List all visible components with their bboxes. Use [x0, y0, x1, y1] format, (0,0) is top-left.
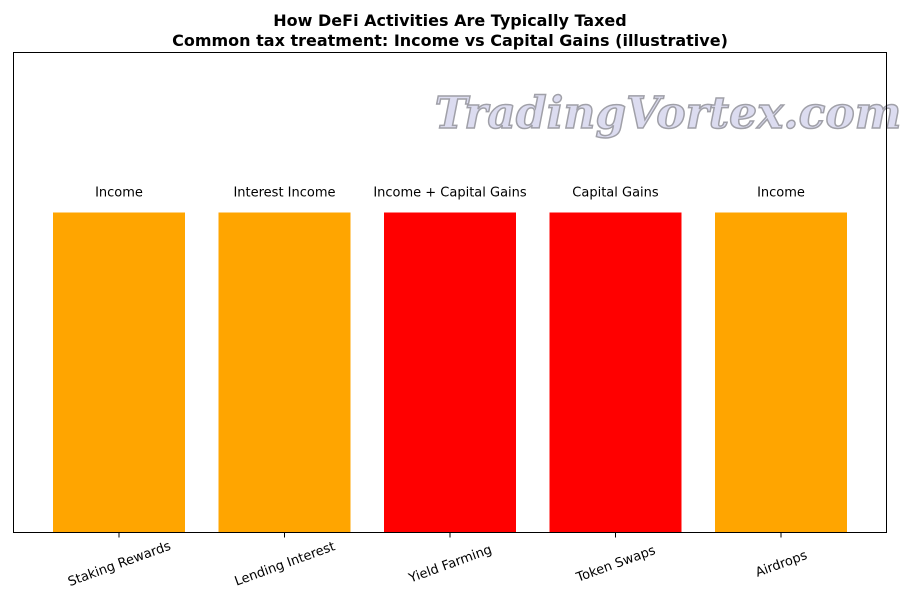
data-label: Capital Gains [572, 186, 659, 201]
data-label: Income [95, 186, 143, 201]
bar [384, 212, 516, 533]
data-label: Income [757, 186, 805, 201]
x-tick-label: Token Swaps [574, 543, 658, 586]
watermark: TradingVortex.com [435, 88, 900, 139]
data-label: Income + Capital Gains [373, 186, 527, 201]
x-tick-label: Yield Farming [406, 542, 494, 586]
x-tick-label: Airdrops [754, 548, 810, 581]
bar [53, 212, 185, 533]
bar [715, 212, 847, 533]
x-tick-label: Lending Interest [233, 539, 338, 589]
x-tick-label: Staking Rewards [66, 539, 173, 590]
chart-title: How DeFi Activities Are Typically Taxed [273, 11, 626, 30]
bar [218, 212, 351, 533]
data-label: Interest Income [233, 186, 335, 201]
chart-subtitle: Common tax treatment: Income vs Capital … [172, 31, 728, 50]
bar [549, 212, 682, 533]
